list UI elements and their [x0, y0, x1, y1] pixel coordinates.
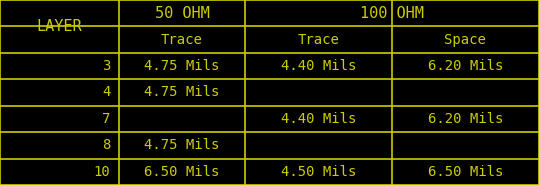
- Text: 4: 4: [102, 85, 110, 100]
- Text: 4.40 Mils: 4.40 Mils: [281, 112, 356, 126]
- Text: 6.20 Mils: 6.20 Mils: [428, 112, 503, 126]
- Text: 4.75 Mils: 4.75 Mils: [144, 59, 219, 73]
- Text: 4.75 Mils: 4.75 Mils: [144, 138, 219, 152]
- Text: 4.50 Mils: 4.50 Mils: [281, 165, 356, 179]
- Text: 6.50 Mils: 6.50 Mils: [144, 165, 219, 179]
- Text: 6.20 Mils: 6.20 Mils: [428, 59, 503, 73]
- Text: 50 OHM: 50 OHM: [155, 6, 209, 21]
- Text: 10: 10: [94, 165, 110, 179]
- Text: Trace: Trace: [298, 33, 340, 47]
- Text: Trace: Trace: [161, 33, 203, 47]
- Text: LAYER: LAYER: [37, 19, 82, 34]
- Text: 6.50 Mils: 6.50 Mils: [428, 165, 503, 179]
- Text: 3: 3: [102, 59, 110, 73]
- Text: 8: 8: [102, 138, 110, 152]
- Text: 100 OHM: 100 OHM: [360, 6, 424, 21]
- Text: Space: Space: [445, 33, 486, 47]
- Text: 4.75 Mils: 4.75 Mils: [144, 85, 219, 100]
- Text: 4.40 Mils: 4.40 Mils: [281, 59, 356, 73]
- Text: 7: 7: [102, 112, 110, 126]
